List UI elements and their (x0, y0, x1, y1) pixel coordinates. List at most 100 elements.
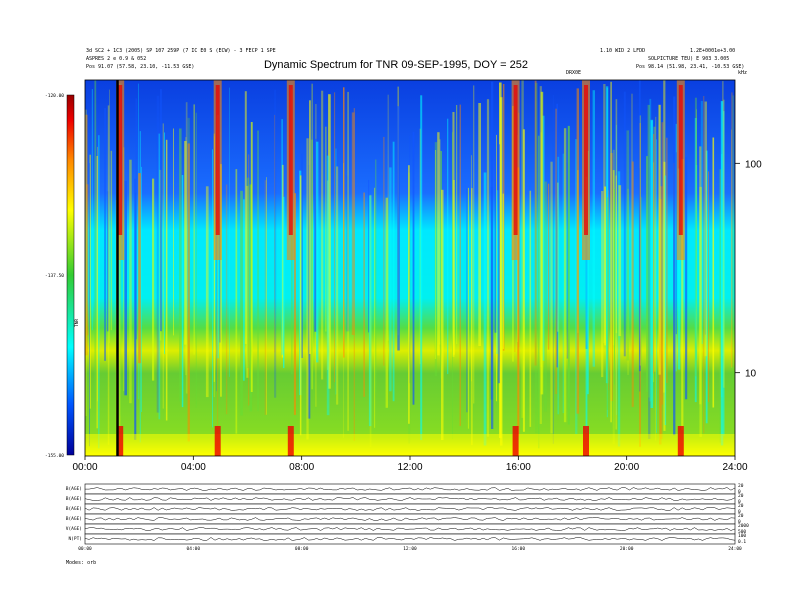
subpanel-trace (84, 537, 736, 541)
spectrum-streak (205, 186, 209, 398)
burst-core (513, 85, 518, 235)
subpanel-scale-top: 20 (738, 493, 744, 499)
spectrum-streak (478, 103, 481, 346)
spectrum-streak (420, 95, 423, 441)
spectrum-streak (181, 175, 184, 408)
subpanel-scale-top: 20 (738, 483, 744, 489)
spectrum-streak (694, 118, 697, 403)
spectrum-streak (550, 161, 553, 434)
spectrum-streak (486, 99, 490, 437)
spectrum-streak (179, 128, 182, 402)
subpanel-label: B(AGE) (66, 486, 82, 492)
spectrum-streak (274, 89, 277, 398)
spectrum-streak (437, 132, 440, 356)
spectrum-streak (648, 167, 651, 440)
spectrum-streak (98, 135, 100, 449)
spectrum-streak (85, 109, 87, 417)
spectrum-streak (307, 165, 311, 419)
spectrum-streak (471, 155, 472, 382)
spectrum-streak (696, 109, 697, 350)
header-position-right: Pos 98.14 (51.98, 23.41, -10.53 GSE) (636, 64, 745, 70)
spectrum-streak (94, 80, 97, 392)
spectrum-streak (109, 89, 110, 343)
spectrum-streak (529, 190, 532, 427)
burst-core (215, 85, 220, 235)
spectrum-streak (456, 105, 458, 345)
spectrum-streak (723, 99, 725, 388)
colorbar-tick-label: -155.00 (45, 453, 64, 459)
spectrum-streak (603, 84, 606, 344)
spectrum-streak (264, 180, 267, 415)
subpanel-scale-bottom: 0 (738, 519, 741, 525)
spectrum-streak (704, 101, 707, 357)
spectrum-streak (435, 150, 437, 359)
spectrum-streak (521, 80, 524, 418)
spectrum-streak (235, 169, 238, 434)
spectrum-streak (500, 97, 503, 446)
burst-low-freq (117, 426, 124, 456)
spectrum-streak (193, 104, 195, 355)
colorbar-ticks: -120.00 -137.50 -155.00 TNR (45, 93, 80, 459)
header-info-line-1: 3d SC2 + 1C3 (2005) SP 107 259P (7 IC E0… (86, 48, 276, 54)
subpanel-trace (84, 517, 736, 521)
spectrum-streak (612, 170, 615, 346)
spectrum-streak (281, 119, 283, 355)
colorbar (66, 94, 75, 456)
spectrum-streak (363, 192, 365, 397)
spectrum-streak (335, 148, 337, 395)
spectrum-streak (412, 131, 415, 405)
spectrum-streak (663, 161, 666, 431)
spectrum-streak (694, 97, 697, 377)
spectrum-streak (491, 81, 494, 429)
spectrum-streak (666, 137, 668, 383)
spectrum-streak (567, 125, 570, 425)
subpanel-x-tick-label: 12:00 (403, 546, 417, 552)
spectrum-streak (141, 166, 142, 412)
x-tick-label: 16:00 (506, 462, 531, 473)
spectrum-streak (496, 134, 497, 402)
y-axis-ticks: 10 100 (735, 159, 762, 380)
spectrum-streak (663, 80, 666, 393)
header-info-right-3: SOLPICTURE TEU) E 903 3.005 (648, 56, 730, 62)
spectrum-streak (614, 189, 615, 385)
spectrum-streak (700, 101, 703, 344)
spectrum-streak (325, 126, 327, 332)
spectrum-streak (124, 180, 127, 396)
spectrum-streak (185, 137, 187, 376)
spectrum-streak (106, 191, 109, 332)
spectrum-streak (314, 138, 317, 332)
spectrum-streak (119, 164, 122, 416)
header-position-left: Pos 91.07 (57.58, 23.10, -11.53 GSE) (86, 64, 195, 70)
spectrum-streak (212, 149, 213, 428)
spectrum-streak (552, 95, 554, 444)
spectrum-streak (681, 158, 684, 431)
spectrum-streak (538, 135, 540, 449)
spectrum-streak (639, 168, 641, 392)
spectrum-streak (86, 184, 89, 336)
burst-core (678, 85, 683, 235)
spectrum-streak (658, 104, 661, 375)
subpanel-x-tick-label: 08:00 (295, 546, 309, 552)
spectrum-streak (673, 96, 676, 436)
spectrum-streak (89, 154, 91, 409)
spectrum-streak (85, 114, 88, 356)
spectrum-streak (334, 92, 336, 383)
spectrum-streak (605, 86, 609, 384)
spectrum-streak (539, 86, 542, 424)
spectrum-streak (557, 156, 560, 415)
subpanel-scale-bottom: 0 (738, 489, 741, 495)
subpanel-frame (84, 533, 736, 545)
spectrum-streak (615, 99, 618, 334)
spectrum-streak (229, 87, 230, 377)
spectrum-streak (96, 156, 98, 429)
spectrum-streak (587, 150, 589, 395)
subpanel-label: B(AGE) (66, 506, 82, 512)
spectrum-streak (535, 82, 538, 434)
spectrum-streak (626, 130, 629, 361)
spectrum-streak (601, 191, 604, 378)
spectrum-streak (677, 168, 681, 370)
spectrum-streak (646, 156, 648, 392)
spectrum-streak (347, 91, 349, 431)
subpanel-x-tick-label: 16:00 (512, 546, 526, 552)
footer-modes-label: Modes: orb (66, 560, 97, 566)
